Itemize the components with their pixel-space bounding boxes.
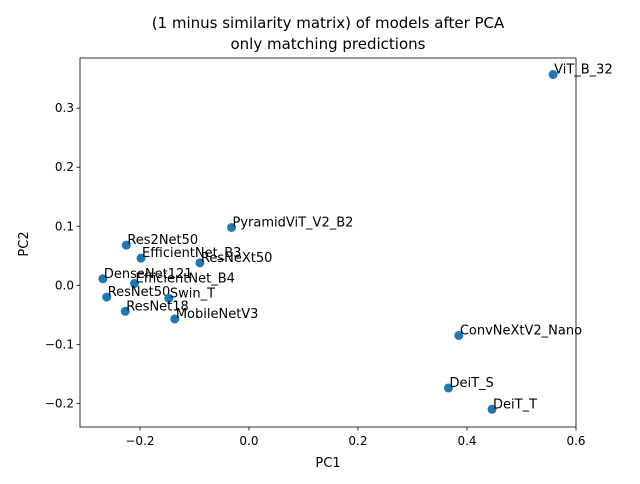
point-label: ResNeXt50 (201, 251, 273, 266)
point-label: DeiT_S (449, 376, 493, 391)
y-tick-label: 0.2 (55, 160, 74, 174)
scatter-point (121, 240, 131, 250)
x-tick-label: 0.4 (457, 434, 476, 448)
scatter-point (130, 279, 140, 289)
point-label: ResNet50 (108, 285, 171, 300)
y-axis-label: PC2 (17, 231, 32, 256)
chart-title-line-1: (1 minus similarity matrix) of models af… (152, 14, 505, 32)
chart-title-line-2: only matching predictions (231, 35, 426, 53)
y-tick-label: 0.3 (55, 101, 74, 115)
scatter-point (164, 293, 174, 303)
scatter-point (443, 383, 453, 393)
scatter-point (98, 274, 108, 284)
scatter-point (102, 292, 112, 302)
plot-area: −0.2 0.0 0.2 0.4 0.6 −0.2 −0.1 0.0 0.1 0.2 0.3 ViT_… (45, 57, 613, 448)
x-tick-label: 0.2 (348, 434, 367, 448)
x-tick-label: 0.6 (566, 434, 585, 448)
y-tick-label: −0.1 (45, 337, 74, 351)
y-tick-label: 0.1 (55, 219, 74, 233)
scatter-point (227, 222, 237, 232)
x-tick-label: −0.2 (125, 434, 154, 448)
point-label: ViT_B_32 (554, 63, 613, 78)
scatter-point (487, 404, 497, 414)
point-label: Swin_T (170, 286, 215, 301)
point-label: Res2Net50 (127, 233, 198, 248)
x-axis-label: PC1 (315, 456, 340, 471)
y-tick-label: 0.0 (55, 278, 74, 292)
scatter-point (120, 306, 130, 316)
scatter-point (548, 70, 558, 80)
scatter-point (136, 253, 146, 263)
point-label: DeiT_T (493, 397, 537, 412)
point-label: DenseNet121 (104, 267, 193, 282)
point-label: EfficientNet_B4 (136, 272, 235, 287)
point-label: EfficientNet_B3 (142, 246, 241, 261)
scatter-point (454, 330, 464, 340)
y-tick-label: −0.2 (45, 396, 74, 410)
point-label: ResNet18 (126, 299, 189, 314)
point-label: ConvNeXtV2_Nano (460, 323, 582, 338)
point-label: PyramidViT_V2_B2 (233, 215, 354, 230)
point-label: MobileNetV3 (176, 307, 259, 322)
plot-frame (79, 57, 577, 428)
scatter-point (195, 258, 205, 268)
x-tick-label: 0.0 (239, 434, 258, 448)
scatter-point (170, 314, 180, 324)
